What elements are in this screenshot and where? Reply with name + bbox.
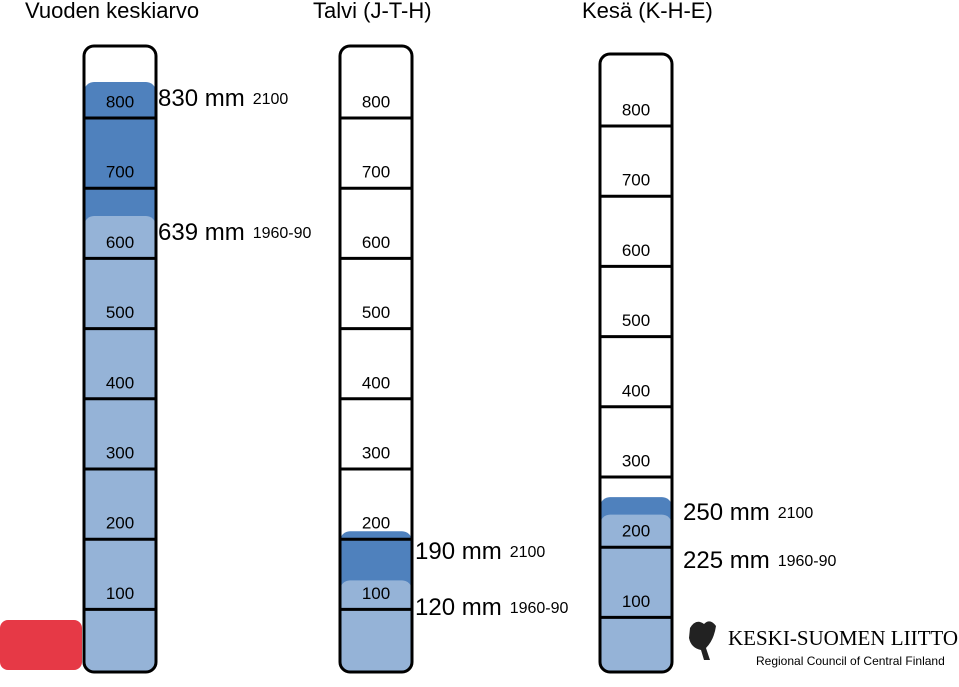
tick-label: 400 — [106, 373, 134, 392]
level-annotation: 120 mm 1960-90 — [415, 594, 569, 621]
tick-label: 800 — [622, 100, 650, 119]
tick-label: 600 — [622, 241, 650, 260]
level-annotation: 830 mm 2100 — [158, 85, 288, 112]
level-annotation: 639 mm 1960-90 — [158, 219, 312, 246]
fill-low — [600, 514, 672, 672]
tick-label: 700 — [106, 163, 134, 182]
tick-label: 200 — [362, 514, 390, 533]
tick-label: 100 — [362, 584, 390, 603]
level-label: 830 mm — [158, 85, 245, 112]
logo-subtitle: Regional Council of Central Finland — [756, 654, 945, 668]
gauge-title: Vuoden keskiarvo — [25, 0, 199, 23]
gauge-title: Kesä (K-H-E) — [582, 0, 713, 23]
tick-label: 100 — [622, 592, 650, 611]
red-tab — [0, 620, 82, 670]
tick-label: 700 — [622, 171, 650, 190]
tick-label: 600 — [106, 233, 134, 252]
level-period: 1960-90 — [510, 600, 569, 617]
level-annotation: 225 mm 1960-90 — [683, 547, 837, 574]
tick-label: 600 — [362, 233, 390, 252]
tick-label: 200 — [622, 522, 650, 541]
fill-low — [340, 580, 412, 672]
level-period: 2100 — [778, 505, 814, 522]
tick-label: 500 — [362, 303, 390, 322]
gauge-outline — [338, 44, 414, 674]
level-period: 2100 — [510, 544, 546, 561]
tick-label: 100 — [106, 584, 134, 603]
tick-label: 300 — [622, 451, 650, 470]
tick-label: 800 — [106, 92, 134, 111]
tick-label: 300 — [106, 443, 134, 462]
tick-label: 300 — [362, 443, 390, 462]
level-label: 190 mm — [415, 538, 502, 565]
logo-name: KESKI-SUOMEN LIITTO — [728, 626, 958, 650]
tick-label: 200 — [106, 514, 134, 533]
tick-label: 700 — [362, 163, 390, 182]
level-period: 1960-90 — [778, 553, 837, 570]
level-label: 120 mm — [415, 594, 502, 621]
tick-label: 500 — [622, 311, 650, 330]
logo-bird — [689, 621, 716, 660]
level-label: 639 mm — [158, 219, 245, 246]
level-annotation: 250 mm 2100 — [683, 499, 813, 526]
level-annotation: 190 mm 2100 — [415, 538, 545, 565]
tick-label: 800 — [362, 92, 390, 111]
logo: KESKI-SUOMEN LIITTO Regional Council of … — [689, 621, 958, 668]
level-period: 1960-90 — [253, 225, 312, 242]
gauge-outline — [598, 52, 674, 674]
level-label: 225 mm — [683, 547, 770, 574]
tick-label: 400 — [362, 373, 390, 392]
level-period: 2100 — [253, 91, 289, 108]
level-label: 250 mm — [683, 499, 770, 526]
gauge-outline — [82, 44, 158, 674]
tick-label: 400 — [622, 381, 650, 400]
gauge-title: Talvi (J-T-H) — [313, 0, 432, 23]
tick-label: 500 — [106, 303, 134, 322]
